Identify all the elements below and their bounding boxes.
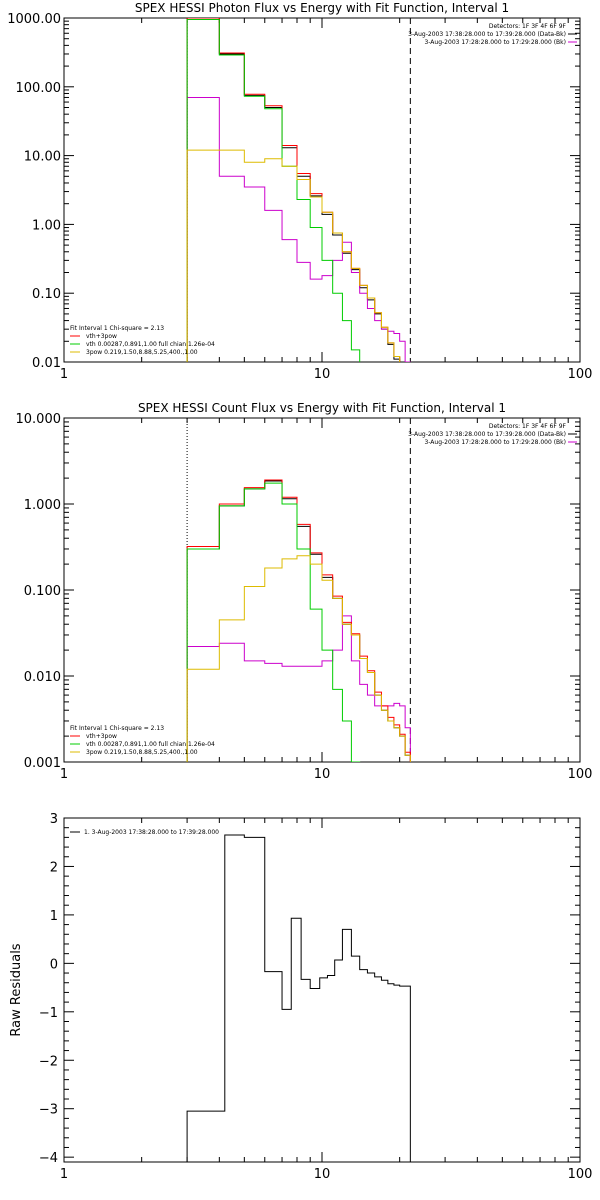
info-text-line: 3-Aug-2003 17:28:28.000 to 17:29:28.000 … [424,39,566,46]
series-data-bk [186,18,401,362]
fit-text-line: vth 0.00287,0.891,1.00 full chian 1.26e-… [86,341,215,348]
x-tick-label: 100 [568,367,593,382]
y-tick-label: 3 [50,812,58,827]
y-tick-label: 0 [50,957,58,972]
chart-title: SPEX HESSI Photon Flux vs Energy with Fi… [135,1,509,15]
y-tick-label: 100.00 [16,81,62,96]
series-3pow [186,555,411,762]
series-group [186,479,411,762]
plot-frame [63,17,581,363]
info-text-line: 3-Aug-2003 17:38:28.000 to 17:39:28.000 … [408,431,566,438]
info-text-line: 3-Aug-2003 17:28:28.000 to 17:29:28.000 … [424,439,566,446]
y-tick-label: 0.10 [32,287,61,302]
chart-panel-2: SPEX HESSI Count Flux vs Energy with Fit… [16,401,593,782]
y-tick-label: 10.000 [16,412,62,427]
y-tick-label: 2 [50,860,58,875]
fit-text-line: vth 0.00287,0.891,1.00 full chian 1.26e-… [86,741,215,748]
series-vth [186,482,361,762]
chart-title: SPEX HESSI Count Flux vs Energy with Fit… [138,401,506,415]
y-tick-label: 0.01 [32,356,61,371]
y-tick-label: 1000.00 [7,12,61,27]
y-tick-label: 0.001 [24,756,61,771]
info-text-line: Detectors: 1F 3F 4F 6F 9F [489,23,567,30]
y-tick-label: 1.000 [24,498,61,513]
x-tick-label: 10 [314,367,331,382]
plot-frame [63,417,581,763]
x-tick-label: 100 [568,1167,593,1182]
x-tick-label: 10 [314,767,331,782]
series-bk [186,615,411,762]
y-tick-label: −1 [39,1006,58,1021]
series-1-3-aug-2003-17-38-28-000-to-17-39-28-000 [186,834,411,1162]
fit-text-line: vth+3pow [86,733,117,740]
fit-text-line: vth+3pow [86,333,117,340]
series-data-bk [186,480,411,762]
chart-panel-1: SPEX HESSI Photon Flux vs Energy with Fi… [7,1,592,382]
x-tick-label: 1 [60,767,68,782]
fit-text-line: 3pow 0.219,1.50,8.88,5.25,400.,1.00 [86,349,198,356]
legend-label: 1. 3-Aug-2003 17:38:28.000 to 17:39:28.0… [84,829,219,836]
y-tick-label: −4 [39,1151,58,1166]
series-bk [186,96,411,362]
info-text-line: 3-Aug-2003 17:38:28.000 to 17:39:28.000 … [408,31,566,38]
series-vth [186,19,361,362]
y-tick-label: 1.00 [32,218,61,233]
fit-text-line: Fit Interval 1 Chi-square = 2.13 [70,725,164,732]
series-3pow [186,149,401,362]
x-tick-label: 1 [60,1167,68,1182]
x-tick-label: 10 [314,1167,331,1182]
info-text-line: Detectors: 1F 3F 4F 6F 9F [489,423,567,430]
y-axis-label: Raw Residuals [9,943,24,1036]
y-tick-label: 1 [50,909,58,924]
fit-text-line: 3pow 0.219,1.50,8.88,5.25,400.,1.00 [86,749,198,756]
x-tick-label: 100 [568,767,593,782]
y-tick-label: 10.00 [24,150,61,165]
series-group [186,18,411,362]
y-tick-label: −2 [39,1054,58,1069]
y-tick-label: −3 [39,1103,58,1118]
plot-frame [63,817,581,1163]
x-tick-label: 1 [60,367,68,382]
fit-text-line: Fit Interval 1 Chi-square = 2.13 [70,325,164,332]
y-tick-label: 0.100 [24,584,61,599]
y-tick-label: 0.010 [24,670,61,685]
series-group [186,834,411,1162]
series-vth-3pow [186,479,411,762]
series-vth-3pow [186,18,401,362]
